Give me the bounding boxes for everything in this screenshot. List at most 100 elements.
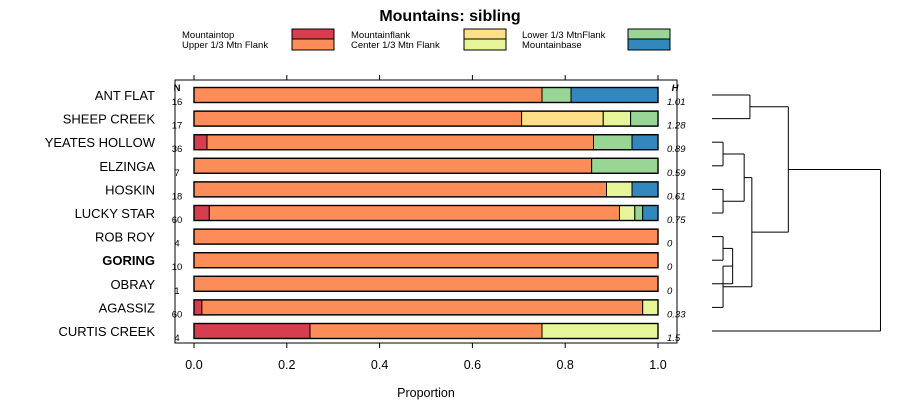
legend-label-center-1-3-mtn-flank: Center 1/3 Mtn Flank xyxy=(351,40,440,51)
row-label-elzinga: ELZINGA xyxy=(99,159,155,174)
bar-segment-upper-1-3-mtn-flank xyxy=(193,87,543,103)
chart-title: Mountains: sibling xyxy=(379,8,520,25)
n-value: 36 xyxy=(172,144,183,155)
row-label-sheep-creek: SHEEP CREEK xyxy=(63,112,156,127)
row-label-goring: GORING xyxy=(102,253,155,268)
bar-outline xyxy=(193,228,659,245)
row-label-rob-roy: ROB ROY xyxy=(95,230,155,245)
bar-segment-mountaintop xyxy=(193,299,203,316)
bar-segment-mountainbase xyxy=(570,87,659,103)
bar-segment-upper-1-3-mtn-flank xyxy=(201,299,644,316)
bar-segment-upper-1-3-mtn-flank xyxy=(208,205,620,221)
bar-segment-center-1-3-mtn-flank xyxy=(642,299,659,316)
bar-segment-upper-1-3-mtn-flank xyxy=(193,110,523,127)
h-value: 0 xyxy=(667,239,673,250)
h-value: 1.01 xyxy=(667,97,686,108)
bar-segment-mountaintop xyxy=(193,205,210,221)
legend-swatch-center-1-3-mtn-flank xyxy=(463,38,507,51)
bar-segment-lower-1-3-mtnflank xyxy=(591,157,659,174)
bar-segment-lower-1-3-mtnflank xyxy=(541,87,572,103)
n-value: 60 xyxy=(172,309,183,320)
bar-segment-lower-1-3-mtnflank xyxy=(593,134,633,151)
bar-outline xyxy=(193,157,659,175)
legend-swatch-lower-1-3-mtnflank xyxy=(627,28,671,41)
bar-segment-upper-1-3-mtn-flank xyxy=(309,323,543,339)
x-tick-label: 1.0 xyxy=(649,358,666,372)
n-value: 16 xyxy=(172,97,183,108)
n-value: 17 xyxy=(172,121,183,132)
legend-swatch-mountainbase xyxy=(627,38,671,51)
bar-segment-center-1-3-mtn-flank xyxy=(541,323,659,339)
legend-swatch-mountainflank xyxy=(463,28,507,41)
bar-outline xyxy=(193,275,659,292)
h-value: 0.61 xyxy=(667,191,686,202)
h-column-header: H xyxy=(672,83,680,94)
bar-outline xyxy=(193,181,659,198)
bar-segment-lower-1-3-mtnflank xyxy=(634,205,644,221)
h-value: 0.33 xyxy=(667,309,686,320)
bar-segment-upper-1-3-mtn-flank xyxy=(206,134,595,151)
bar-outline xyxy=(193,110,659,127)
legend-label-lower-1-3-mtnflank: Lower 1/3 MtnFlank xyxy=(522,30,606,41)
n-value: 7 xyxy=(174,168,179,179)
bar-outline xyxy=(193,299,659,316)
x-tick-label: 0.6 xyxy=(464,358,481,372)
bar-outline xyxy=(193,133,659,151)
bar-outline xyxy=(193,251,659,269)
bar-outline xyxy=(193,322,659,340)
row-label-ant-flat: ANT FLAT xyxy=(95,88,155,103)
bar-segment-upper-1-3-mtn-flank xyxy=(193,252,659,269)
row-label-lucky-star: LUCKY STAR xyxy=(75,206,155,221)
bar-segment-center-1-3-mtn-flank xyxy=(618,205,636,221)
bar-segment-upper-1-3-mtn-flank xyxy=(193,275,659,292)
x-axis-title: Proportion xyxy=(397,386,455,400)
legend-swatch-mountaintop xyxy=(291,28,335,41)
x-tick-label: 0.4 xyxy=(371,358,388,372)
bar-segment-mountainbase xyxy=(631,181,659,198)
n-value: 4 xyxy=(174,239,179,250)
row-label-agassiz: AGASSIZ xyxy=(99,300,155,315)
bar-segment-mountaintop xyxy=(193,323,311,339)
n-value: 1 xyxy=(174,286,179,297)
bar-segment-mountaintop xyxy=(193,134,208,151)
h-value: 0.75 xyxy=(667,215,686,226)
row-label-hoskin: HOSKIN xyxy=(105,182,155,197)
bar-segment-upper-1-3-mtn-flank xyxy=(193,228,659,245)
bar-segment-lower-1-3-mtnflank xyxy=(630,110,659,127)
bar-segment-upper-1-3-mtn-flank xyxy=(193,157,593,174)
bar-segment-center-1-3-mtn-flank xyxy=(605,181,633,198)
bar-segment-mountainflank xyxy=(521,110,604,127)
n-value: 10 xyxy=(172,262,183,273)
dendrogram xyxy=(712,94,881,332)
x-tick-label: 0.0 xyxy=(185,358,202,372)
bar-outline xyxy=(193,204,659,222)
plot-frame xyxy=(174,79,678,344)
row-label-yeates-hollow: YEATES HOLLOW xyxy=(45,135,156,150)
row-label-curtis-creek: CURTIS CREEK xyxy=(58,324,155,339)
h-value: 0 xyxy=(667,262,673,273)
n-value: 18 xyxy=(172,191,183,202)
bar-segment-mountainbase xyxy=(642,205,659,221)
bar-segment-center-1-3-mtn-flank xyxy=(602,110,632,127)
h-value: 0.89 xyxy=(667,144,686,155)
h-value: 0 xyxy=(667,286,673,297)
h-value: 1.5 xyxy=(667,333,681,344)
legend-label-mountainbase: Mountainbase xyxy=(522,40,582,51)
x-tick-label: 0.2 xyxy=(278,358,295,372)
x-tick-label: 0.8 xyxy=(557,358,574,372)
h-value: 1.28 xyxy=(667,121,686,132)
legend-label-mountainflank: Mountainflank xyxy=(351,30,410,41)
bar-segment-upper-1-3-mtn-flank xyxy=(193,181,607,198)
bar-segment-mountainbase xyxy=(631,134,659,151)
legend-label-upper-1-3-mtn-flank: Upper 1/3 Mtn Flank xyxy=(182,40,268,51)
x-axis: 0.0 0.2 0.4 0.6 0.8 1.0 xyxy=(185,75,667,372)
bar-outline xyxy=(193,86,659,104)
h-value: 0.59 xyxy=(667,168,686,179)
n-column-header: N xyxy=(174,83,181,94)
legend-label-mountaintop: Mountaintop xyxy=(182,30,234,41)
n-value: 4 xyxy=(174,333,179,344)
n-value: 60 xyxy=(172,215,183,226)
